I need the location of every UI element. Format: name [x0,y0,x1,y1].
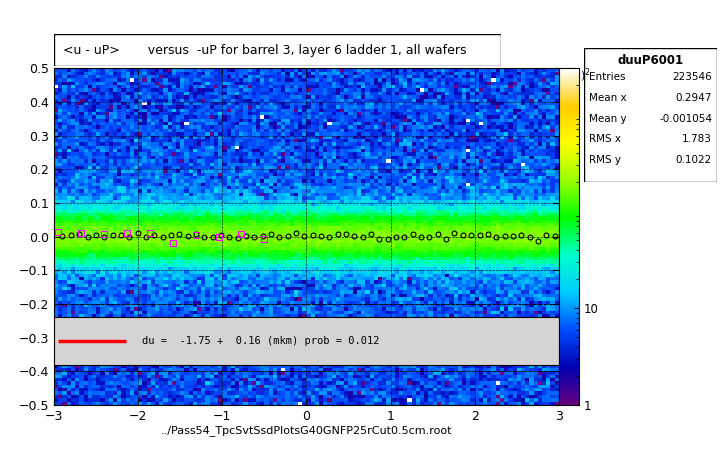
Text: 0.2947: 0.2947 [676,93,712,103]
Text: 0.1022: 0.1022 [676,155,712,165]
Text: $)^2$: $)^2$ [580,66,591,84]
Bar [54,318,559,364]
Text: duuP6001: duuP6001 [618,55,684,67]
Text: RMS x: RMS x [589,134,622,144]
Text: RMS y: RMS y [589,155,622,165]
Text: Mean x: Mean x [589,93,627,103]
X-axis label: ../Pass54_TpcSvtSsdPlotsG40GNFP25rCut0.5cm.root: ../Pass54_TpcSvtSsdPlotsG40GNFP25rCut0.5… [161,425,452,436]
Text: -0.001054: -0.001054 [659,114,712,124]
Text: 1.783: 1.783 [682,134,712,144]
Text: <u - uP>       versus  -uP for barrel 3, layer 6 ladder 1, all wafers: <u - uP> versus -uP for barrel 3, layer … [63,44,466,56]
Text: du =  -1.75 +  0.16 (mkm) prob = 0.012: du = -1.75 + 0.16 (mkm) prob = 0.012 [143,336,380,346]
Text: Mean y: Mean y [589,114,627,124]
Text: 223546: 223546 [672,72,712,82]
Text: Entries: Entries [589,72,626,82]
